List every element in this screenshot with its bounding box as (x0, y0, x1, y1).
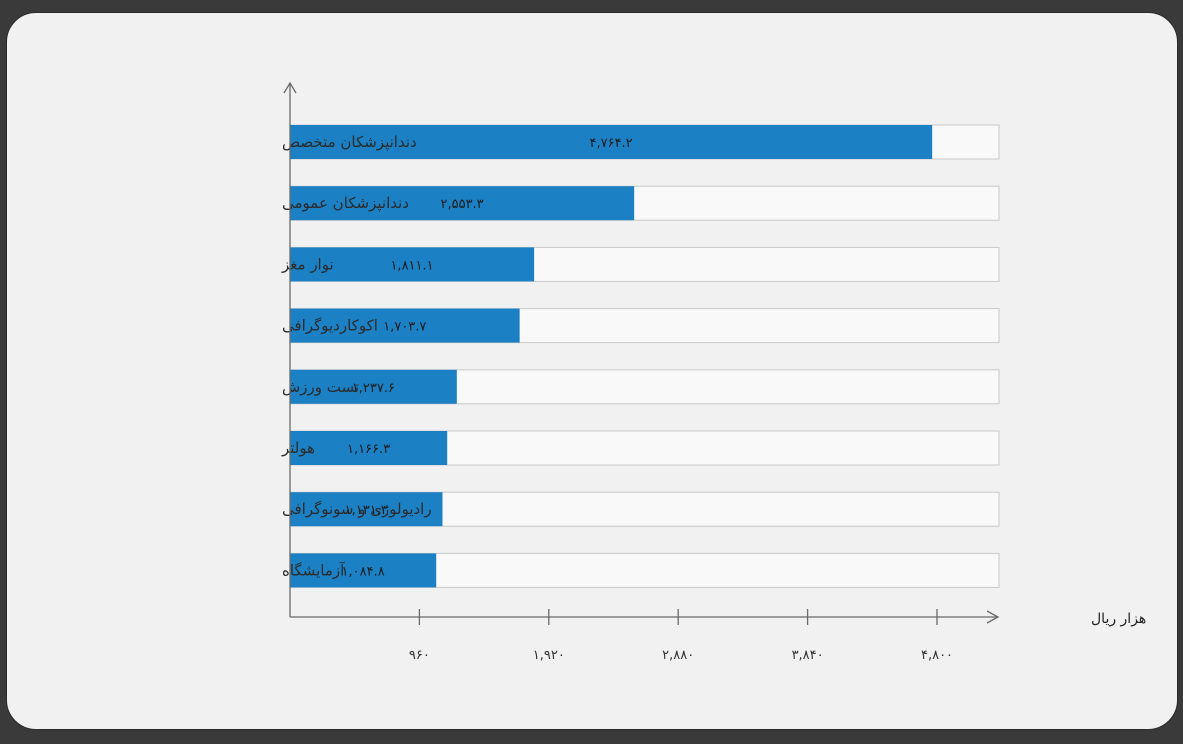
bar-value-label: ۱,۲۳۷.۶ (352, 381, 395, 396)
chart-panel: ۴,۷۶۴.۲ دندانپزشکان متخصص ۲,۵۵۳.۳ دندانپزشک… (6, 12, 1178, 730)
bar (290, 492, 443, 527)
category-label: تست ورزش (282, 378, 359, 396)
x-tick-label: ۲,۸۸۰ (662, 648, 694, 663)
category-label: دندانپزشکان عمومی (282, 194, 409, 213)
bar (290, 369, 457, 404)
x-tick-label: ۱,۹۲۰ (533, 648, 565, 663)
bar-value-label: ۴,۷۶۴.۲ (589, 136, 632, 151)
category-label: رادیولوژی و سونوگرافی (282, 500, 432, 518)
x-axis-arrow (986, 610, 1000, 624)
bar-value-label: ۲,۵۵۳.۳ (440, 197, 483, 212)
bar-value-label: ۱,۰۸۴.۸ (342, 564, 385, 579)
x-tick-label: ۴,۸۰۰ (921, 648, 953, 663)
bar (290, 247, 535, 282)
category-label: اکوکاردیوگرافی (282, 317, 378, 335)
x-tick-label: ۹۶۰ (409, 648, 430, 663)
bar (290, 125, 933, 159)
x-axis-unit-label: هزار ریال (1091, 611, 1146, 627)
bar-chart: ۴,۷۶۴.۲ دندانپزشکان متخصص ۲,۵۵۳.۳ دندانپزشک… (281, 81, 1146, 663)
bar-value-label: ۱,۷۰۳.۷ (383, 320, 426, 335)
category-label: آزمایشگاه (282, 561, 345, 579)
bar (290, 553, 437, 588)
category-label: هولتر (281, 439, 315, 457)
bar-value-label: ۱,۱۶۶.۳ (347, 442, 390, 457)
bar (290, 308, 520, 343)
bar (290, 186, 635, 221)
bar-value-label: ۱,۱۳۱.۳ (345, 503, 388, 518)
category-label: دندانپزشکان متخصص (282, 133, 417, 152)
bar-value-label: ۱,۸۱۱.۱ (390, 258, 433, 273)
x-tick-label: ۳,۸۴۰ (792, 648, 824, 663)
y-axis-arrow (283, 81, 297, 94)
bar (290, 431, 448, 465)
category-label: نوار مغز (281, 255, 334, 273)
